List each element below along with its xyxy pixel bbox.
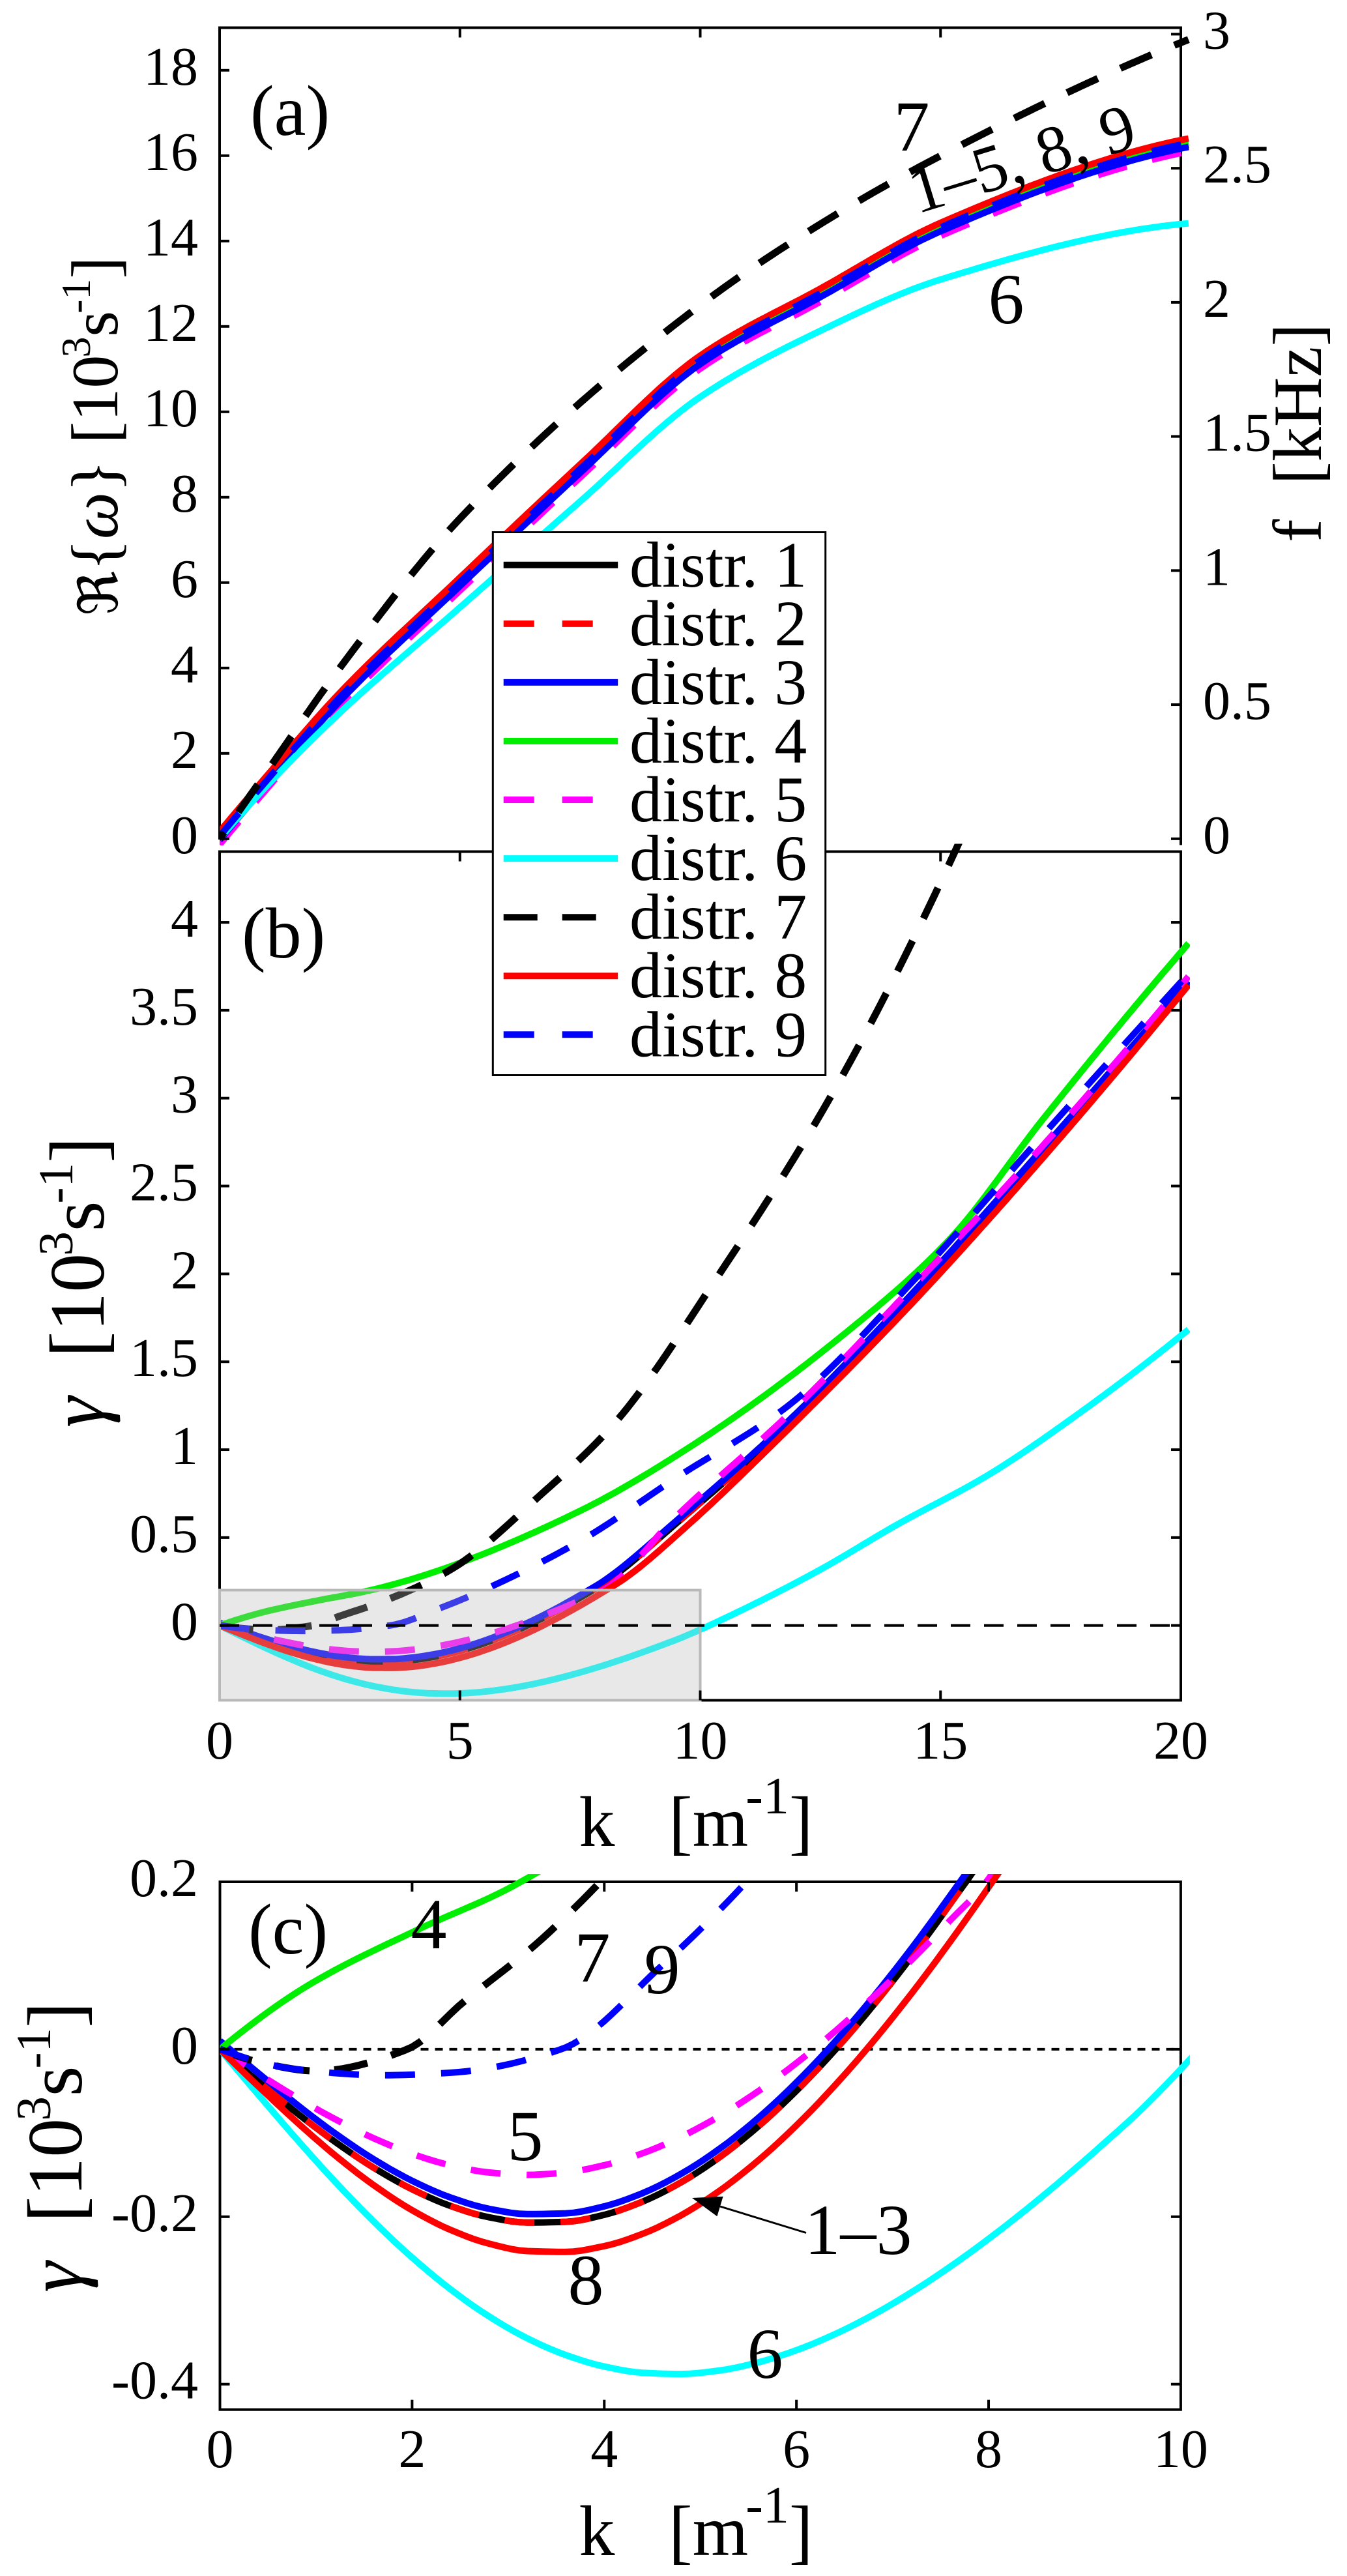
svg-text:10: 10 xyxy=(143,378,198,439)
svg-text:distr. 5: distr. 5 xyxy=(630,763,807,836)
svg-text:8: 8 xyxy=(975,2419,1002,2480)
svg-text:1–3: 1–3 xyxy=(805,2190,912,2270)
svg-text:(a): (a) xyxy=(250,71,330,151)
svg-text:distr. 2: distr. 2 xyxy=(630,587,807,660)
svg-text:distr. 1: distr. 1 xyxy=(630,529,807,601)
svg-text:8: 8 xyxy=(171,463,198,524)
svg-text:6: 6 xyxy=(747,2314,783,2393)
svg-text:3: 3 xyxy=(171,1064,198,1125)
svg-text:3: 3 xyxy=(1203,0,1230,61)
svg-text:distr. 4: distr. 4 xyxy=(630,705,807,777)
svg-text:6: 6 xyxy=(783,2419,810,2480)
svg-text:ℜ{ω} [103s-1]: ℜ{ω} [103s-1] xyxy=(53,257,132,616)
svg-text:2: 2 xyxy=(398,2419,426,2480)
svg-text:4: 4 xyxy=(590,2419,618,2480)
svg-text:-0.4: -0.4 xyxy=(111,2350,198,2411)
svg-text:18: 18 xyxy=(143,37,198,97)
svg-text:1: 1 xyxy=(1203,536,1230,597)
svg-text:0: 0 xyxy=(207,2419,234,2480)
svg-text:10: 10 xyxy=(1153,2419,1208,2480)
svg-text:0: 0 xyxy=(206,1710,233,1771)
svg-text:2.5: 2.5 xyxy=(1203,134,1271,195)
svg-text:2: 2 xyxy=(1203,269,1230,329)
svg-text:distr. 6: distr. 6 xyxy=(630,822,807,894)
svg-text:0: 0 xyxy=(171,2015,198,2076)
svg-text:-0.2: -0.2 xyxy=(111,2183,198,2244)
svg-text:γ [103s-1]: γ [103s-1] xyxy=(7,2002,98,2292)
svg-text:4: 4 xyxy=(171,634,198,695)
svg-text:distr. 7: distr. 7 xyxy=(630,881,807,953)
svg-text:4: 4 xyxy=(411,1884,447,1964)
svg-text:5: 5 xyxy=(508,2096,543,2176)
svg-text:7: 7 xyxy=(894,87,930,166)
svg-text:15: 15 xyxy=(913,1710,968,1771)
svg-text:2: 2 xyxy=(171,1240,198,1300)
svg-text:6: 6 xyxy=(989,259,1024,339)
svg-text:distr. 3: distr. 3 xyxy=(630,646,807,718)
svg-text:distr. 8: distr. 8 xyxy=(630,939,807,1012)
svg-text:3.5: 3.5 xyxy=(130,976,198,1037)
svg-text:12: 12 xyxy=(143,293,198,353)
svg-text:1.5: 1.5 xyxy=(130,1328,198,1388)
svg-text:distr. 9: distr. 9 xyxy=(630,998,807,1070)
svg-text:14: 14 xyxy=(143,207,198,268)
svg-text:5: 5 xyxy=(446,1710,474,1771)
svg-text:9: 9 xyxy=(645,1929,680,2009)
svg-text:6: 6 xyxy=(171,549,198,609)
svg-text:10: 10 xyxy=(673,1710,728,1771)
svg-text:7: 7 xyxy=(575,1918,611,1997)
svg-text:2: 2 xyxy=(171,720,198,780)
svg-text:0: 0 xyxy=(171,1592,198,1652)
svg-text:0.5: 0.5 xyxy=(1203,671,1271,731)
svg-text:20: 20 xyxy=(1153,1710,1208,1771)
svg-text:1: 1 xyxy=(171,1416,198,1476)
svg-text:0.5: 0.5 xyxy=(130,1504,198,1564)
svg-text:16: 16 xyxy=(143,122,198,183)
svg-text:0.2: 0.2 xyxy=(130,1848,198,1909)
svg-text:1.5: 1.5 xyxy=(1203,403,1271,463)
svg-text:γ [103s-1]: γ [103s-1] xyxy=(29,1137,121,1427)
svg-text:2.5: 2.5 xyxy=(130,1152,198,1213)
svg-text:4: 4 xyxy=(171,888,198,949)
svg-text:0: 0 xyxy=(171,805,198,866)
svg-text:(c): (c) xyxy=(248,1890,328,1969)
svg-text:(b): (b) xyxy=(242,894,325,973)
svg-text:f [kHz]: f [kHz] xyxy=(1260,323,1336,542)
svg-text:0: 0 xyxy=(1203,805,1230,866)
svg-text:8: 8 xyxy=(568,2240,604,2320)
